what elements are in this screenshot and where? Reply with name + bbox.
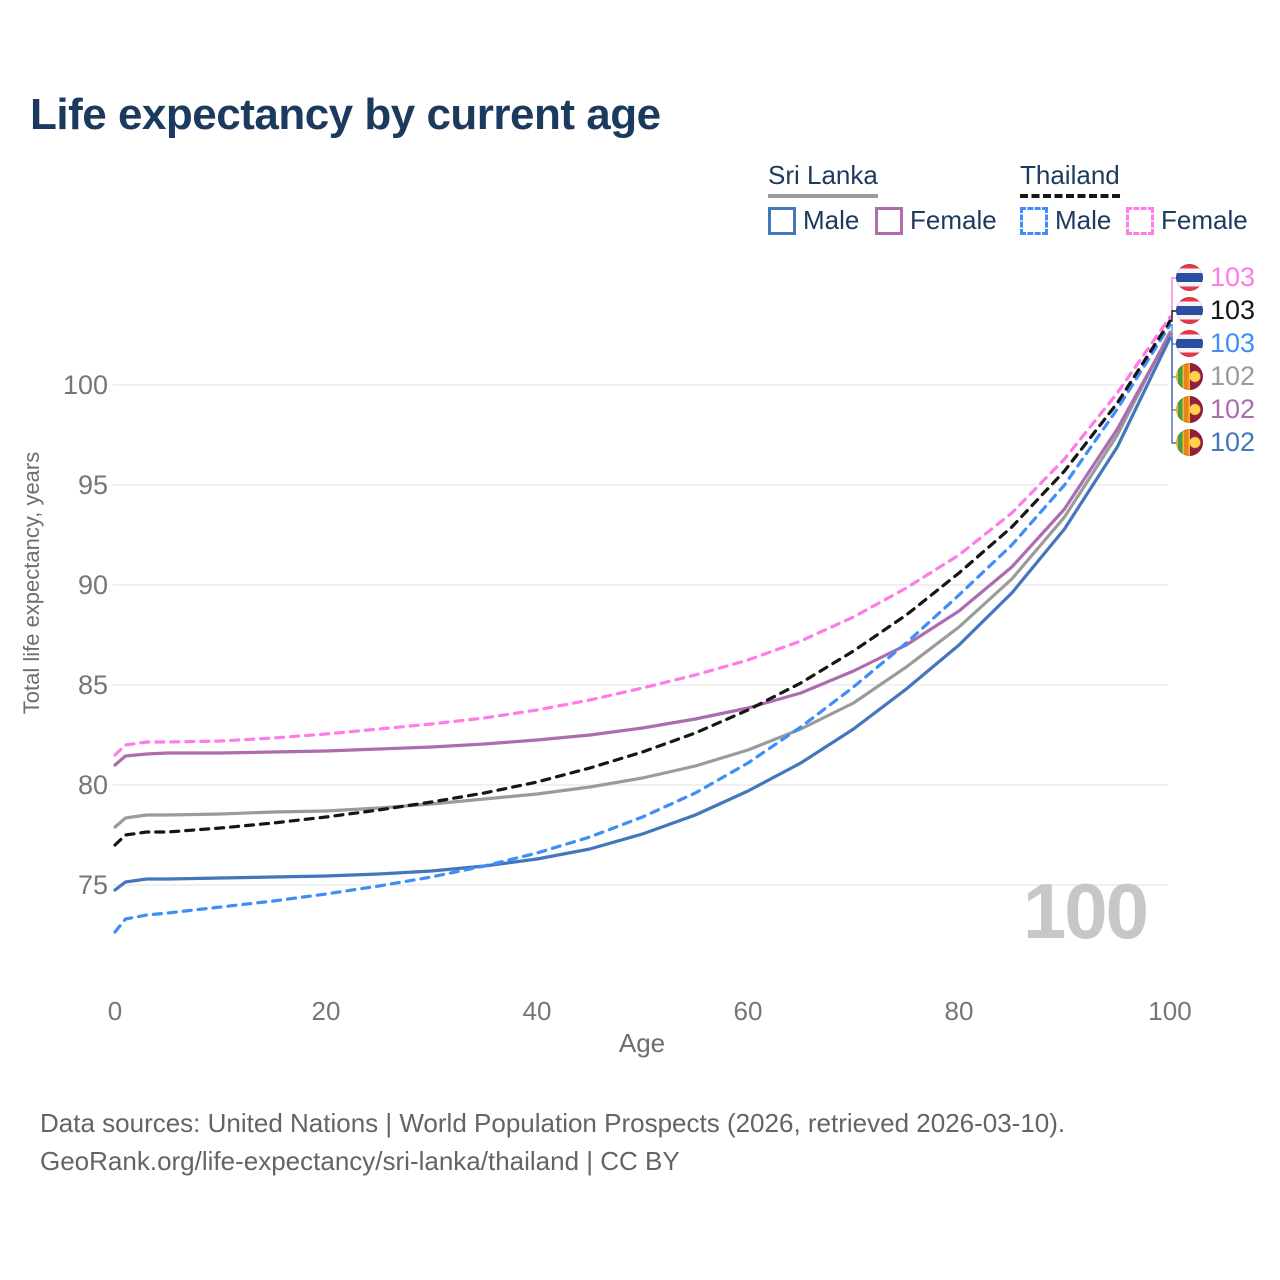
series-line-sri-lanka-female: [113, 332, 1172, 767]
legend-swatch-thailand-female: [1126, 206, 1154, 235]
end-value-label: 102: [1210, 427, 1256, 457]
legend-group-thailand: Thailand: [1020, 160, 1120, 198]
end-label-connector: [1170, 277, 1177, 318]
page-title: Life expectancy by current age: [30, 90, 661, 139]
thailand-flag-icon: [1176, 297, 1203, 324]
y-tick-label-75: 75: [77, 870, 108, 900]
y-tick-label-95: 95: [77, 470, 108, 500]
legend-swatch-sri-lanka-female: [875, 206, 903, 235]
end-value-label: 103: [1210, 328, 1256, 358]
legend-item-label: Male: [1055, 205, 1112, 235]
end-label-row-sri-lanka-total: 102: [1176, 363, 1255, 390]
end-value-label: 103: [1210, 295, 1256, 325]
x-tick-label-40: 40: [522, 996, 552, 1026]
series-line-thailand-female: [113, 315, 1172, 757]
legend-item-sri-lanka-male[interactable]: Male: [768, 205, 859, 236]
series-line-sri-lanka-male: [113, 336, 1172, 892]
legend-item-label: Female: [1161, 205, 1248, 235]
sri-lanka-flag-icon: [1176, 396, 1203, 423]
y-tick-label-90: 90: [77, 570, 108, 600]
end-label-row-thailand-total: 103: [1176, 297, 1255, 324]
footer-data-sources: Data sources: United Nations | World Pop…: [40, 1108, 1066, 1138]
x-tick-label-80: 80: [944, 996, 974, 1026]
x-axis-title: Age: [618, 1028, 666, 1058]
legend-swatch-thailand-male: [1020, 206, 1048, 235]
x-tick-label-60: 60: [733, 996, 763, 1026]
y-tick-label-80: 80: [77, 770, 108, 800]
x-tick-label-0: 0: [107, 996, 123, 1026]
legend-swatch-sri-lanka-male: [768, 206, 796, 235]
legend-item-label: Male: [803, 205, 860, 235]
end-label-connector: [1170, 310, 1177, 322]
x-tick-label-100: 100: [1148, 996, 1192, 1026]
end-label-row-thailand-female: 103: [1176, 264, 1255, 291]
y-tick-label-85: 85: [77, 670, 108, 700]
end-label-row-thailand-male: 103: [1176, 330, 1255, 357]
x-tick-label-20: 20: [311, 996, 341, 1026]
end-label-row-sri-lanka-male: 102: [1176, 429, 1255, 456]
legend-item-thailand-male[interactable]: Male: [1020, 205, 1111, 236]
series-line-sri-lanka-total: [113, 330, 1172, 829]
sri-lanka-flag-icon: [1176, 363, 1203, 390]
y-tick-label-100: 100: [62, 370, 108, 400]
end-value-label: 102: [1210, 361, 1256, 391]
legend-item-sri-lanka-female[interactable]: Female: [875, 205, 997, 236]
thailand-flag-icon: [1176, 330, 1203, 357]
end-value-label: 103: [1210, 262, 1256, 292]
hover-age-watermark: 100: [1022, 867, 1149, 955]
sri-lanka-flag-icon: [1176, 429, 1203, 456]
footer-attribution: GeoRank.org/life-expectancy/sri-lanka/th…: [40, 1146, 680, 1176]
legend-group-sri-lanka: Sri Lanka: [768, 160, 878, 198]
legend-item-thailand-female[interactable]: Female: [1126, 205, 1248, 236]
end-label-row-sri-lanka-female: 102: [1176, 396, 1255, 423]
series-line-thailand-total: [113, 319, 1172, 847]
end-value-label: 102: [1210, 394, 1256, 424]
thailand-flag-icon: [1176, 264, 1203, 291]
legend-item-label: Female: [910, 205, 997, 235]
series-line-thailand-male: [113, 323, 1172, 934]
end-label-connector: [1170, 337, 1177, 444]
